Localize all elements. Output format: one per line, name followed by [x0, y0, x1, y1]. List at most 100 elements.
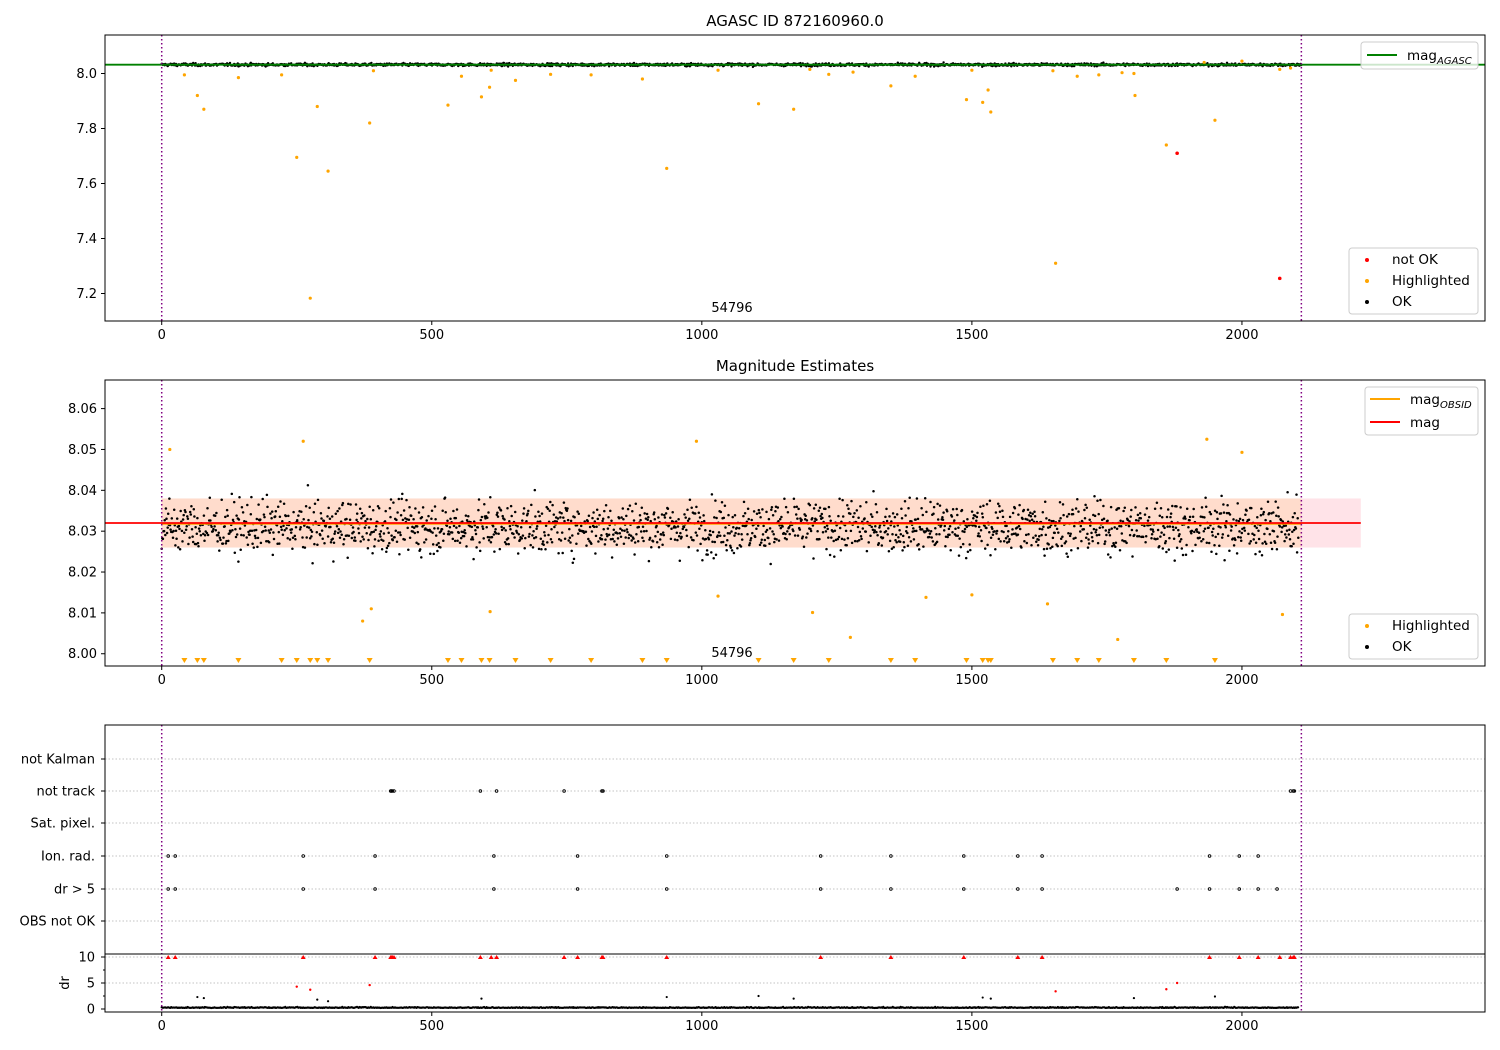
highlighted-point [1213, 118, 1217, 122]
ok-point [735, 526, 739, 530]
ok-point [806, 532, 809, 535]
ok-point [907, 535, 911, 539]
ok-point [501, 514, 504, 518]
ok-point [958, 537, 961, 540]
ok-point [342, 542, 345, 546]
ok-point [826, 527, 829, 531]
highlighted-point [487, 85, 492, 89]
ok-point [528, 525, 532, 529]
ok-point [1261, 542, 1264, 545]
ok-point [942, 511, 945, 514]
ok-point [1010, 546, 1013, 549]
ok-point [906, 544, 910, 548]
ok-point [208, 496, 212, 500]
ok-point [1051, 545, 1054, 549]
flag-point [889, 854, 893, 858]
ok-point [497, 532, 500, 536]
ok-point [340, 533, 343, 537]
ok-point [617, 516, 621, 520]
ok-point [845, 543, 848, 547]
ok-point [792, 529, 795, 533]
ok-point [1102, 61, 1105, 64]
ok-point [408, 506, 411, 509]
ok-point [488, 536, 491, 539]
p2-ytick-label-3: 8.03 [68, 525, 97, 540]
ok-point [252, 546, 256, 549]
ok-point [606, 534, 609, 538]
ok-point [1102, 517, 1106, 521]
ok-point [595, 508, 599, 512]
below-range-marker [1211, 658, 1218, 663]
below-range-marker [987, 658, 994, 663]
ok-point [816, 529, 819, 533]
ok-point [441, 509, 444, 512]
ok-point [1095, 528, 1098, 532]
ok-point [302, 517, 305, 521]
ok-point [988, 499, 992, 502]
ok-point [954, 527, 957, 531]
ok-point [294, 537, 297, 541]
ok-point [592, 511, 595, 514]
ok-point [584, 530, 588, 534]
ok-point [364, 519, 367, 523]
ok-point [374, 525, 378, 528]
ok-point [436, 527, 440, 530]
ok-point [568, 527, 571, 531]
legend-sub-agasc: AGASC [1436, 56, 1472, 67]
flag-point [1175, 887, 1179, 891]
ok-point [825, 547, 828, 551]
ok-point [737, 527, 741, 530]
ok-point [290, 528, 294, 531]
ok-point [727, 513, 730, 517]
ok-point [170, 517, 174, 520]
ok-point [910, 520, 913, 523]
ok-point [333, 530, 337, 533]
ok-point [1007, 540, 1011, 543]
ok-point [786, 530, 789, 533]
ok-point [242, 534, 245, 537]
ok-point [379, 535, 382, 538]
ok-point [1255, 526, 1258, 530]
ok-point [774, 510, 777, 513]
p2-xtick-label-1500: 1500 [955, 673, 988, 688]
ok-point [1040, 533, 1043, 537]
ok-point [621, 507, 625, 510]
ok-point [272, 537, 276, 541]
ok-point [1253, 533, 1256, 537]
ok-point [1192, 507, 1195, 511]
ok-point [648, 536, 652, 540]
ok-point [1001, 509, 1004, 512]
ok-point [1210, 530, 1214, 534]
ok-point [278, 515, 282, 519]
ok-point [912, 527, 915, 530]
ok-point [751, 531, 754, 535]
ok-point [293, 534, 297, 538]
ok-point [838, 497, 841, 500]
ok-point [286, 536, 289, 540]
ok-point [249, 61, 252, 64]
ok-point [459, 536, 463, 540]
ok-point [562, 516, 565, 519]
flag-point [962, 854, 966, 858]
highlighted-point [301, 439, 305, 443]
ok-point [1263, 532, 1266, 536]
ok-point [496, 511, 499, 514]
ok-point [1083, 516, 1087, 520]
ok-point [675, 531, 679, 534]
ok-point [232, 500, 236, 504]
below-range-marker [325, 658, 332, 663]
highlighted-point [1132, 71, 1136, 76]
ok-point [451, 537, 455, 541]
ok-point [402, 509, 406, 512]
ok-point [753, 535, 757, 539]
ok-point [1280, 530, 1283, 534]
ok-point [1085, 506, 1089, 510]
below-range-marker [663, 658, 670, 663]
ok-point [995, 529, 999, 533]
ok-point [706, 553, 709, 556]
ok-point [880, 544, 884, 547]
ok-point [339, 530, 342, 533]
ok-point [1037, 538, 1040, 541]
ok-point [385, 550, 388, 553]
ok-point [764, 544, 767, 547]
